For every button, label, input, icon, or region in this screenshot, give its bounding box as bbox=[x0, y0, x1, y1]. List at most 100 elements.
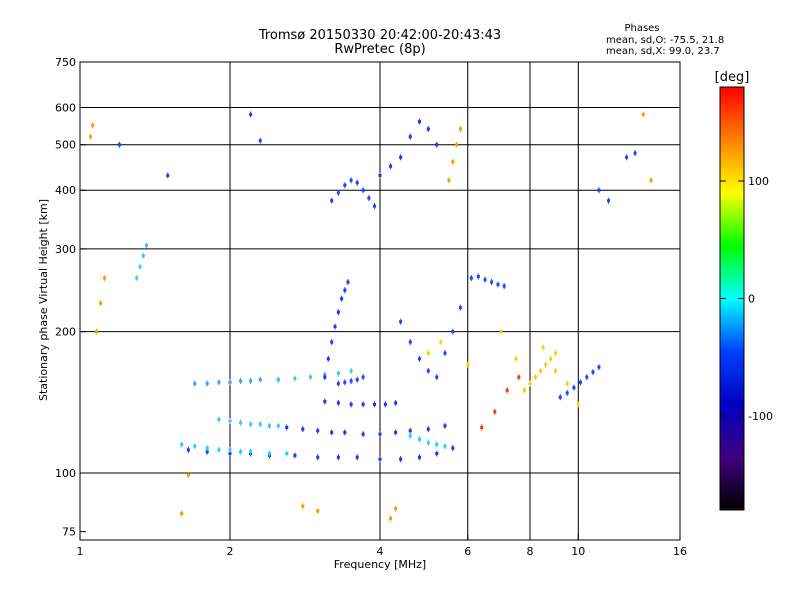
data-point-tick bbox=[277, 422, 279, 429]
data-point-tick bbox=[206, 445, 208, 452]
data-point-tick bbox=[259, 421, 261, 428]
data-point-tick bbox=[337, 454, 339, 461]
y-tick-label: 100 bbox=[55, 467, 76, 480]
data-point-tick bbox=[444, 422, 446, 429]
y-tick-label: 500 bbox=[55, 139, 76, 152]
data-point-tick bbox=[96, 328, 98, 335]
y-tick-label: 400 bbox=[55, 184, 76, 197]
data-point-tick bbox=[444, 443, 446, 450]
data-point-tick bbox=[566, 390, 568, 397]
data-point-tick bbox=[497, 281, 499, 288]
data-point-tick bbox=[118, 141, 120, 148]
data-point-tick bbox=[250, 111, 252, 118]
data-point-tick bbox=[390, 515, 392, 522]
data-point-tick bbox=[250, 448, 252, 455]
colorbar-tick-label: -100 bbox=[748, 410, 773, 423]
data-point-tick bbox=[418, 436, 420, 443]
y-tick-labels: 75 100 200 300 400 500 600 750 bbox=[55, 56, 76, 539]
data-point-tick bbox=[566, 380, 568, 387]
data-point-tick bbox=[444, 350, 446, 357]
data-point-tick bbox=[491, 279, 493, 286]
x-tick-label: 1 bbox=[77, 545, 84, 558]
data-point-tick bbox=[400, 456, 402, 463]
data-point-tick bbox=[362, 374, 364, 381]
data-point-tick bbox=[240, 419, 242, 426]
data-point-tick bbox=[240, 448, 242, 455]
data-point-tick bbox=[436, 450, 438, 457]
data-point-tick bbox=[344, 287, 346, 294]
stats-line-o: mean, sd,O: -75.5, 21.8 bbox=[606, 35, 724, 46]
data-point-tick bbox=[374, 401, 376, 408]
data-point-tick bbox=[194, 443, 196, 450]
data-point-tick bbox=[240, 377, 242, 384]
x-tick-label: 6 bbox=[464, 545, 471, 558]
data-point-tick bbox=[331, 197, 333, 204]
data-point-tick bbox=[427, 426, 429, 433]
data-point-tick bbox=[350, 177, 352, 184]
data-point-tick bbox=[379, 172, 381, 179]
data-point-tick bbox=[331, 429, 333, 436]
colorbar-ticks: 100 0 -100 bbox=[720, 175, 773, 423]
data-point-tick bbox=[218, 379, 220, 386]
data-point-tick bbox=[452, 328, 454, 335]
data-point-tick bbox=[559, 394, 561, 401]
data-point-tick bbox=[142, 252, 144, 259]
data-point-tick bbox=[427, 367, 429, 374]
data-point-tick bbox=[506, 387, 508, 394]
grid-lines bbox=[80, 62, 680, 540]
data-point-tick bbox=[409, 432, 411, 439]
axis-ticks bbox=[79, 61, 681, 540]
data-point-tick bbox=[146, 242, 148, 249]
data-point-tick bbox=[494, 408, 496, 415]
data-point-tick bbox=[206, 380, 208, 387]
data-point-tick bbox=[518, 374, 520, 381]
data-point-tick bbox=[459, 304, 461, 311]
chart-title: Tromsø 20150330 20:42:00-20:43:43 bbox=[258, 28, 501, 43]
data-point-tick bbox=[187, 446, 189, 453]
data-point-tick bbox=[436, 141, 438, 148]
data-point-tick bbox=[500, 328, 502, 335]
data-point-tick bbox=[395, 429, 397, 436]
data-point-tick bbox=[286, 450, 288, 457]
data-point-tick bbox=[337, 309, 339, 316]
data-point-tick bbox=[459, 126, 461, 133]
data-point-tick bbox=[350, 401, 352, 408]
colorbar: 100 0 -100 [deg] bbox=[715, 70, 773, 511]
data-point-tick bbox=[362, 187, 364, 194]
data-point-tick bbox=[294, 452, 296, 459]
data-point-tick bbox=[344, 182, 346, 189]
data-point-tick bbox=[317, 454, 319, 461]
data-point-tick bbox=[427, 126, 429, 133]
data-point-tick bbox=[181, 441, 183, 448]
data-point-tick bbox=[317, 507, 319, 514]
data-point-tick bbox=[626, 154, 628, 161]
data-point-tick bbox=[395, 505, 397, 512]
data-point-tick bbox=[100, 300, 102, 307]
stats-heading: Phases bbox=[624, 23, 659, 34]
data-point-tick bbox=[250, 377, 252, 384]
y-tick-label: 200 bbox=[55, 326, 76, 339]
data-point-tick bbox=[577, 401, 579, 408]
data-point-tick bbox=[579, 379, 581, 386]
x-tick-label: 16 bbox=[673, 545, 687, 558]
data-point-tick bbox=[259, 137, 261, 144]
data-point-tick bbox=[545, 361, 547, 368]
data-point-tick bbox=[409, 427, 411, 434]
data-point-tick bbox=[302, 426, 304, 433]
plot-area: 1 2 4 6 8 10 16 75 100 200 300 400 500 600 750 bbox=[55, 56, 687, 558]
data-point-tick bbox=[324, 398, 326, 405]
data-point-tick bbox=[187, 472, 189, 479]
data-point-tick bbox=[418, 454, 420, 461]
data-point-tick bbox=[268, 450, 270, 457]
data-point-tick bbox=[427, 350, 429, 357]
data-point-tick bbox=[356, 179, 358, 186]
data-point-tick bbox=[470, 275, 472, 282]
data-point-tick bbox=[337, 189, 339, 196]
data-point-tick bbox=[167, 172, 169, 179]
data-point-tick bbox=[515, 355, 517, 362]
data-point-tick bbox=[409, 133, 411, 140]
data-point-tick bbox=[104, 275, 106, 282]
data-point-tick bbox=[427, 439, 429, 446]
data-point-tick bbox=[573, 384, 575, 391]
x-tick-label: 2 bbox=[227, 545, 234, 558]
